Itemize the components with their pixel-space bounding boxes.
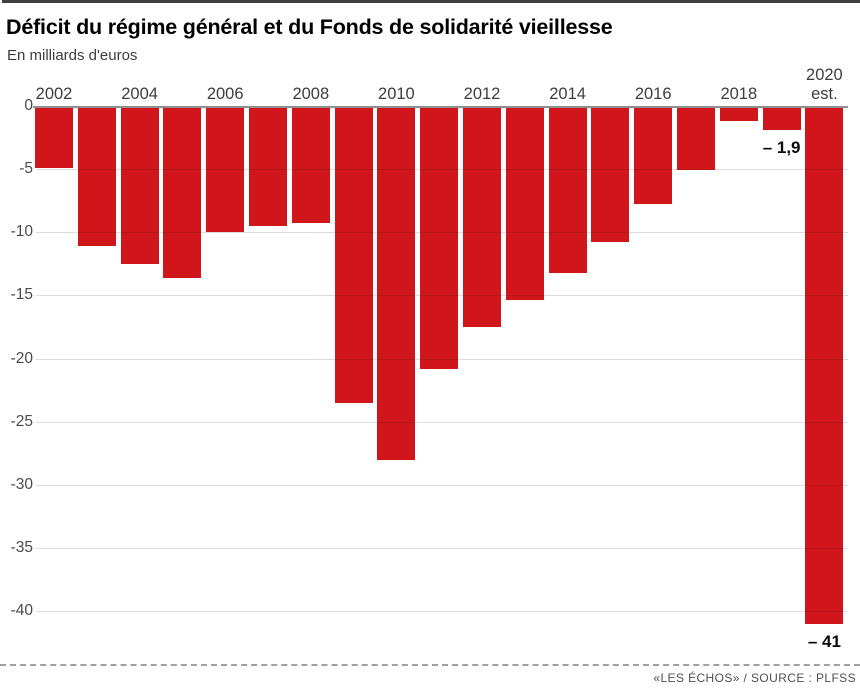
y-tick-label--20: -20 — [10, 349, 33, 367]
bar-2002 — [35, 107, 73, 168]
gridline--20 — [36, 358, 848, 360]
x-tick-label-2006: 2006 — [206, 85, 244, 103]
bar-2007 — [249, 107, 287, 226]
bar-2011 — [420, 107, 459, 369]
bar-2017 — [677, 107, 715, 171]
bar-2019 — [762, 107, 801, 130]
y-tick-label--40: -40 — [10, 602, 33, 619]
gridline--5 — [36, 169, 848, 171]
y-tick-label--5: -5 — [19, 160, 33, 178]
zero-axis-line — [33, 106, 848, 108]
bar-2004 — [120, 107, 159, 264]
x-tick-label-2002: 2002 — [35, 85, 73, 103]
bar-2006 — [206, 107, 245, 233]
bar-2008 — [291, 107, 330, 224]
bar-2016 — [634, 107, 673, 205]
bar-2020 — [805, 107, 844, 624]
y-tick-label--15: -15 — [10, 286, 33, 304]
source-credit: «LES ÉCHOS» / SOURCE : PLFSS — [653, 671, 856, 685]
bar-value-label-2019: – 1,9 — [762, 137, 801, 157]
x-tick-label-2012: 2012 — [463, 85, 501, 103]
bar-2009 — [334, 107, 373, 403]
gridline--40 — [36, 611, 848, 612]
x-tick-label-2014: 2014 — [549, 85, 586, 103]
y-tick-label-0: 0 — [24, 97, 33, 114]
bar-2003 — [77, 107, 116, 247]
x-tick-label-2020-note: est. — [811, 85, 838, 103]
footer-dashed-rule — [0, 664, 860, 666]
bar-2010 — [377, 107, 416, 460]
bar-2014 — [548, 107, 587, 273]
gridline--10 — [36, 232, 848, 234]
chart-title: Déficit du régime général et du Fonds de… — [6, 15, 613, 39]
y-tick-label--25: -25 — [10, 412, 33, 430]
bar-2005 — [163, 107, 202, 278]
x-tick-label-2010: 2010 — [378, 85, 415, 103]
y-tick-label--10: -10 — [10, 223, 33, 241]
x-tick-label-2016: 2016 — [634, 85, 672, 103]
chart-subtitle: En milliards d'euros — [7, 47, 138, 64]
bar-2018 — [719, 107, 758, 122]
y-tick-label--30: -30 — [10, 475, 33, 493]
bar-2012 — [463, 107, 501, 327]
x-tick-label-2008: 2008 — [292, 85, 330, 103]
bar-2013 — [505, 107, 544, 301]
top-rule — [2, 0, 860, 3]
gridline--30 — [36, 484, 848, 486]
x-tick-label-2018: 2018 — [720, 85, 758, 103]
gridline--15 — [36, 295, 848, 297]
gridline--35 — [36, 547, 848, 549]
y-tick-label--35: -35 — [10, 538, 33, 556]
gridline--25 — [36, 421, 848, 423]
bar-2015 — [591, 107, 630, 243]
x-tick-label-2020: 2020 — [806, 66, 843, 84]
x-tick-label-2004: 2004 — [121, 85, 158, 103]
bar-value-label-2020: – 41 — [807, 631, 841, 651]
